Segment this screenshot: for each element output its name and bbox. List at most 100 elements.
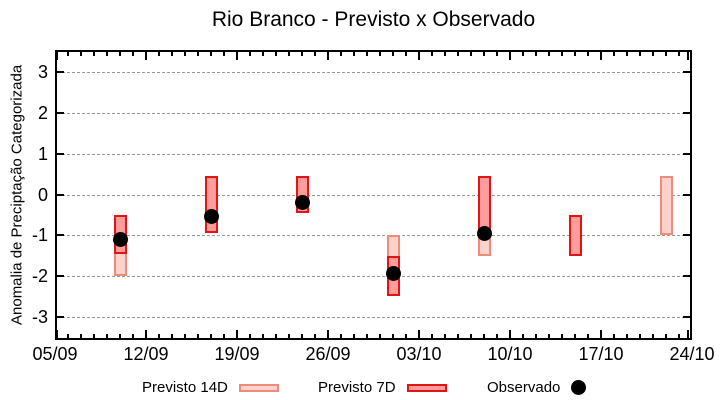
gridline	[57, 235, 690, 237]
y-tick-label: 3	[37, 62, 48, 83]
x-minor-tick	[405, 334, 407, 338]
x-minor-tick	[197, 52, 199, 56]
x-minor-tick	[366, 334, 368, 338]
y-tick	[57, 274, 64, 277]
x-minor-tick	[301, 334, 303, 338]
y-tick	[57, 193, 64, 196]
legend-label-observado: Observado	[487, 379, 561, 396]
y-tick	[57, 112, 64, 115]
x-minor-tick	[561, 52, 563, 56]
x-major-tick	[509, 52, 511, 60]
x-minor-tick	[665, 334, 667, 338]
x-minor-tick	[275, 334, 277, 338]
x-minor-tick	[379, 52, 381, 56]
x-minor-tick	[561, 334, 563, 338]
x-minor-tick	[639, 52, 641, 56]
x-minor-tick	[184, 52, 186, 56]
x-minor-tick	[158, 334, 160, 338]
x-minor-tick	[535, 52, 537, 56]
x-minor-tick	[431, 52, 433, 56]
x-minor-tick	[184, 334, 186, 338]
x-minor-tick	[249, 334, 251, 338]
legend-item-observado: Observado	[487, 379, 587, 396]
x-minor-tick	[626, 52, 628, 56]
legend-label-previsto-14d: Previsto 14D	[142, 379, 228, 396]
x-tick-label: 12/09	[123, 344, 169, 364]
x-minor-tick	[67, 52, 69, 56]
x-major-tick	[236, 52, 238, 60]
legend-label-previsto-7d: Previsto 7D	[318, 379, 396, 396]
gridline	[57, 113, 690, 115]
x-minor-tick	[80, 52, 82, 56]
legend-item-previsto-7d: Previsto 7D	[318, 379, 447, 396]
x-minor-tick	[392, 334, 394, 338]
x-minor-tick	[80, 334, 82, 338]
observado-dot-icon	[571, 380, 587, 395]
x-tick-label: 03/10	[396, 344, 442, 364]
x-tick-label: 19/09	[214, 344, 260, 364]
previsto-7d-bar	[568, 214, 582, 256]
x-minor-tick	[314, 52, 316, 56]
x-minor-tick	[613, 334, 615, 338]
x-minor-tick	[93, 334, 95, 338]
x-tick-label: 24/10	[669, 344, 715, 364]
x-minor-tick	[613, 52, 615, 56]
gridline	[57, 194, 690, 196]
x-minor-tick	[392, 52, 394, 56]
x-minor-tick	[262, 334, 264, 338]
y-tick	[57, 315, 64, 318]
x-major-tick	[145, 330, 147, 338]
x-major-tick	[418, 52, 420, 60]
x-major-tick	[600, 52, 602, 60]
x-minor-tick	[587, 52, 589, 56]
observado-point	[112, 231, 128, 247]
x-minor-tick	[678, 52, 680, 56]
y-tick-label: 2	[37, 103, 48, 124]
observado-point	[294, 195, 310, 211]
x-major-tick	[327, 52, 329, 60]
x-minor-tick	[132, 52, 134, 56]
y-tick	[683, 71, 690, 74]
x-minor-tick	[522, 52, 524, 56]
x-minor-tick	[171, 52, 173, 56]
x-minor-tick	[574, 334, 576, 338]
x-major-tick	[418, 330, 420, 338]
x-minor-tick	[158, 52, 160, 56]
y-tick	[57, 71, 64, 74]
x-minor-tick	[340, 52, 342, 56]
gridline	[57, 72, 690, 74]
x-minor-tick	[67, 334, 69, 338]
x-tick-label: 17/10	[578, 344, 624, 364]
x-minor-tick	[470, 52, 472, 56]
x-tick-label: 05/09	[32, 344, 78, 364]
legend-item-previsto-14d: Previsto 14D	[142, 379, 279, 396]
x-tick-label: 26/09	[305, 344, 351, 364]
y-tick	[683, 152, 690, 155]
chart-title: Rio Branco - Previsto x Observado	[211, 8, 536, 31]
x-minor-tick	[548, 334, 550, 338]
x-minor-tick	[353, 334, 355, 338]
y-tick	[683, 234, 690, 237]
plot-frame	[55, 50, 692, 340]
x-major-tick	[687, 330, 689, 338]
x-minor-tick	[522, 334, 524, 338]
x-major-tick	[509, 330, 511, 338]
y-tick	[683, 274, 690, 277]
y-tick-label: -2	[31, 265, 48, 286]
x-minor-tick	[444, 334, 446, 338]
y-tick-label: 1	[37, 143, 48, 164]
x-major-tick	[600, 330, 602, 338]
x-minor-tick	[210, 52, 212, 56]
x-minor-tick	[483, 334, 485, 338]
x-minor-tick	[353, 52, 355, 56]
x-minor-tick	[496, 334, 498, 338]
x-minor-tick	[314, 334, 316, 338]
observado-point	[476, 225, 492, 241]
x-minor-tick	[106, 52, 108, 56]
plot-area	[55, 50, 692, 340]
x-minor-tick	[587, 334, 589, 338]
x-tick-label: 10/10	[487, 344, 533, 364]
x-minor-tick	[93, 52, 95, 56]
y-tick	[683, 193, 690, 196]
previsto-14d-bar	[659, 176, 673, 236]
